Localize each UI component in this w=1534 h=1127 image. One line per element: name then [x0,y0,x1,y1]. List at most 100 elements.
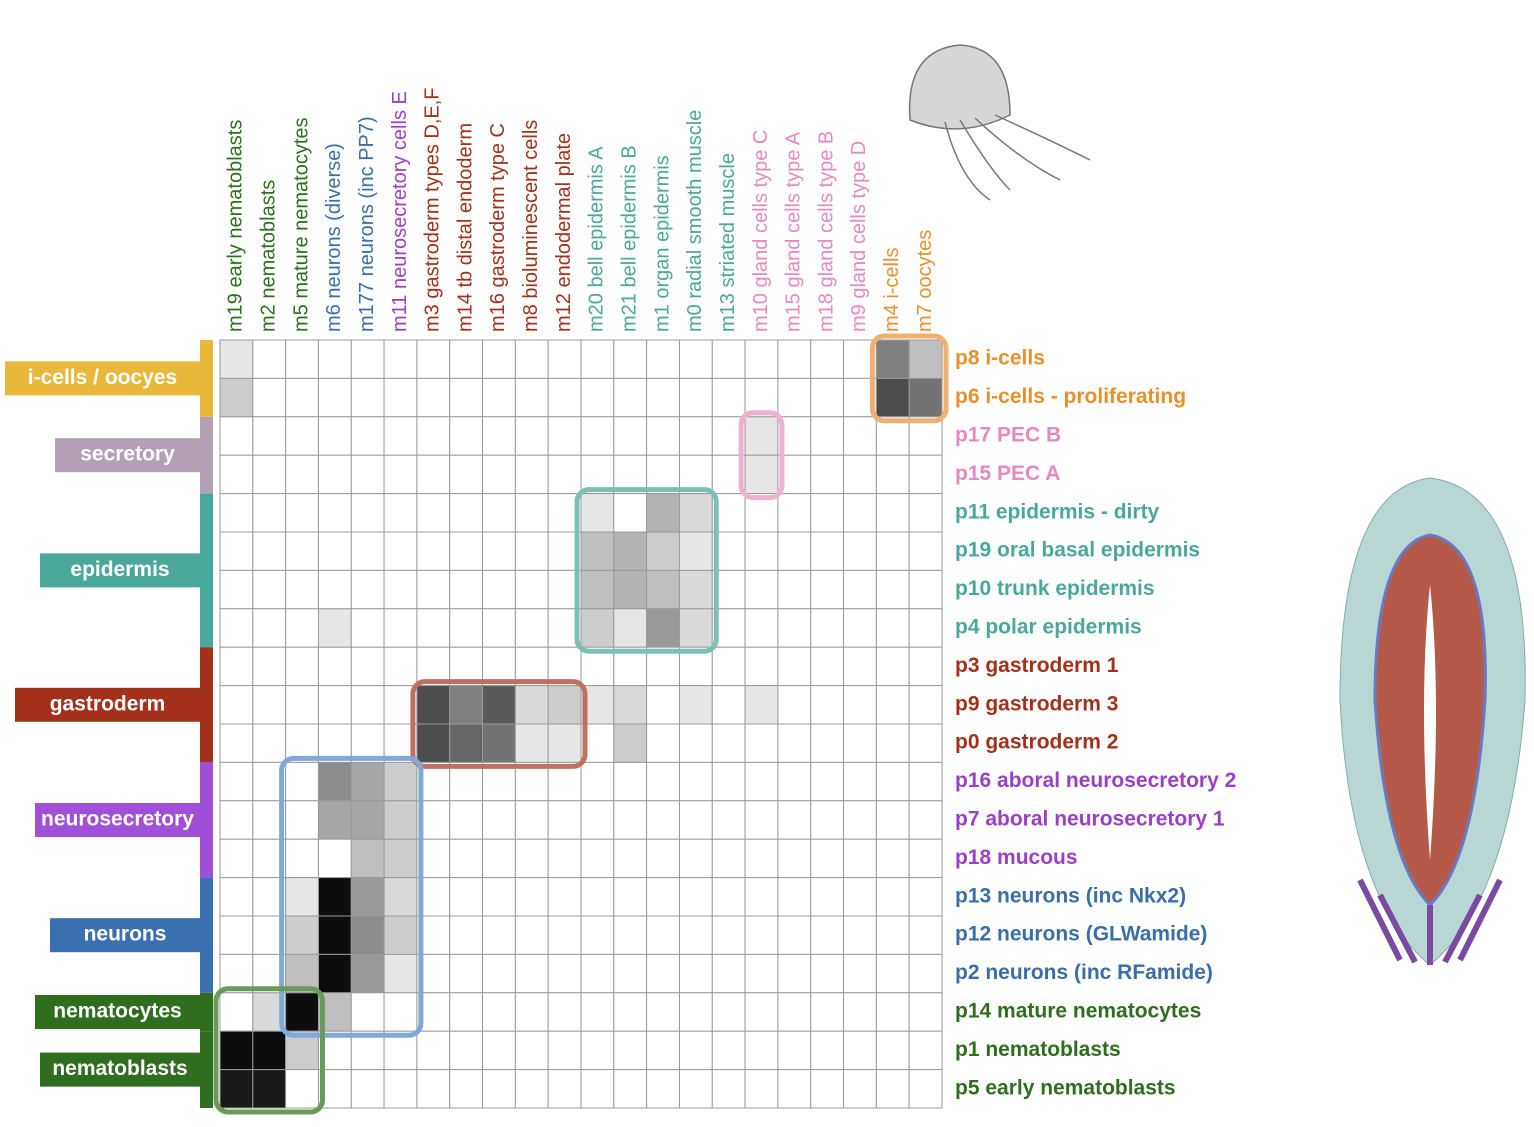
highlight-box [279,755,424,1038]
heatmap-cell [810,800,845,840]
heatmap-cell [711,992,746,1032]
heatmap-cell [285,646,319,687]
heatmap-cell [744,761,779,802]
heatmap-cell [678,531,713,571]
heatmap-cell [416,1069,451,1109]
heatmap-cell [810,761,845,802]
heatmap-cell [383,992,418,1032]
heatmap-cell [843,685,877,725]
group-label: epidermis [70,558,169,581]
heatmap-cell [744,877,779,917]
heatmap-cell [350,646,385,687]
heatmap-cell [908,646,943,687]
group-label: neurons [84,923,167,946]
row-label: p6 i-cells - proliferating [955,385,1186,408]
heatmap-cell [547,685,582,725]
heatmap-cell [514,838,549,879]
heatmap-cell [383,877,418,917]
heatmap-cell [482,454,516,495]
heatmap-cell [678,1030,713,1071]
heatmap-cell [350,416,385,456]
row-label: p12 neurons (GLWamide) [955,923,1207,946]
heatmap-cell [383,339,418,379]
row-label: p19 oral basal epidermis [955,539,1200,562]
heatmap-cell [449,339,484,379]
heatmap-cell [711,800,746,840]
row-label: p14 mature nematocytes [955,1000,1201,1023]
row-label: p16 aboral neurosecretory 2 [955,769,1236,792]
jellyfish-illustration [908,44,1091,201]
heatmap-cell [449,915,484,955]
heatmap-cell [482,569,516,610]
heatmap-cell [580,608,615,648]
heatmap-cell [317,416,352,456]
heatmap-cell [843,953,877,994]
heatmap-cell [875,1030,910,1071]
heatmap-cell [416,493,451,533]
heatmap-cell [285,1069,319,1109]
heatmap-cell [613,723,648,763]
heatmap-cell [646,992,680,1032]
heatmap-cell [810,877,845,917]
heatmap-cell [514,953,549,994]
column-label: m4 i-cells [881,248,903,332]
heatmap-cell [646,1030,680,1071]
heatmap-cell [285,761,319,802]
heatmap-cell [843,838,877,879]
heatmap-cell [646,569,680,610]
heatmap-cell [482,493,516,533]
heatmap-cell [810,685,845,725]
heatmap-cell [908,761,943,802]
heatmap-cell [678,915,713,955]
heatmap-cell [350,800,385,840]
heatmap-cell [547,953,582,994]
heatmap-cell [219,531,254,571]
heatmap-cell [843,800,877,840]
heatmap-cell [875,531,910,571]
heatmap-cell [810,569,845,610]
heatmap-cell [908,685,943,725]
heatmap-cell [843,1069,877,1109]
heatmap-cell [613,992,648,1032]
heatmap-cell [449,608,484,648]
heatmap-cell [711,761,746,802]
heatmap-cell [777,493,812,533]
heatmap-cell [908,608,943,648]
heatmap-cell [547,1030,582,1071]
heatmap-cell [613,953,648,994]
heatmap-cell [285,800,319,840]
heatmap-cell [219,608,254,648]
heatmap-cell [514,877,549,917]
heatmap-cell [875,685,910,725]
heatmap-cell [875,608,910,648]
row-label: p1 nematoblasts [955,1038,1121,1061]
heatmap-cell [219,1030,254,1071]
heatmap-cell [777,992,812,1032]
heatmap-cell [908,493,943,533]
heatmap-cell [744,915,779,955]
heatmap-cell [547,838,582,879]
heatmap-cell [580,416,615,456]
group-label-box [55,438,200,473]
heatmap-cell [350,569,385,610]
heatmap-cell [678,838,713,879]
heatmap-cell [285,685,319,725]
heatmap-cell [219,723,254,763]
heatmap-cell [744,953,779,994]
heatmap-cell [875,723,910,763]
heatmap-cell [580,531,615,571]
heatmap-cell [646,1069,680,1109]
heatmap-cell [843,877,877,917]
heatmap-cell [285,569,319,610]
heatmap-cell [350,953,385,994]
heatmap-cell [810,646,845,687]
heatmap-cell [350,1069,385,1109]
heatmap-cell [482,800,516,840]
heatmap-cell [285,877,319,917]
column-label: m13 striated muscle [717,153,739,332]
heatmap-cell [875,493,910,533]
heatmap-cell [416,339,451,379]
heatmap-cell [777,877,812,917]
row-label: p17 PEC B [955,424,1061,447]
heatmap-cell [317,454,352,495]
